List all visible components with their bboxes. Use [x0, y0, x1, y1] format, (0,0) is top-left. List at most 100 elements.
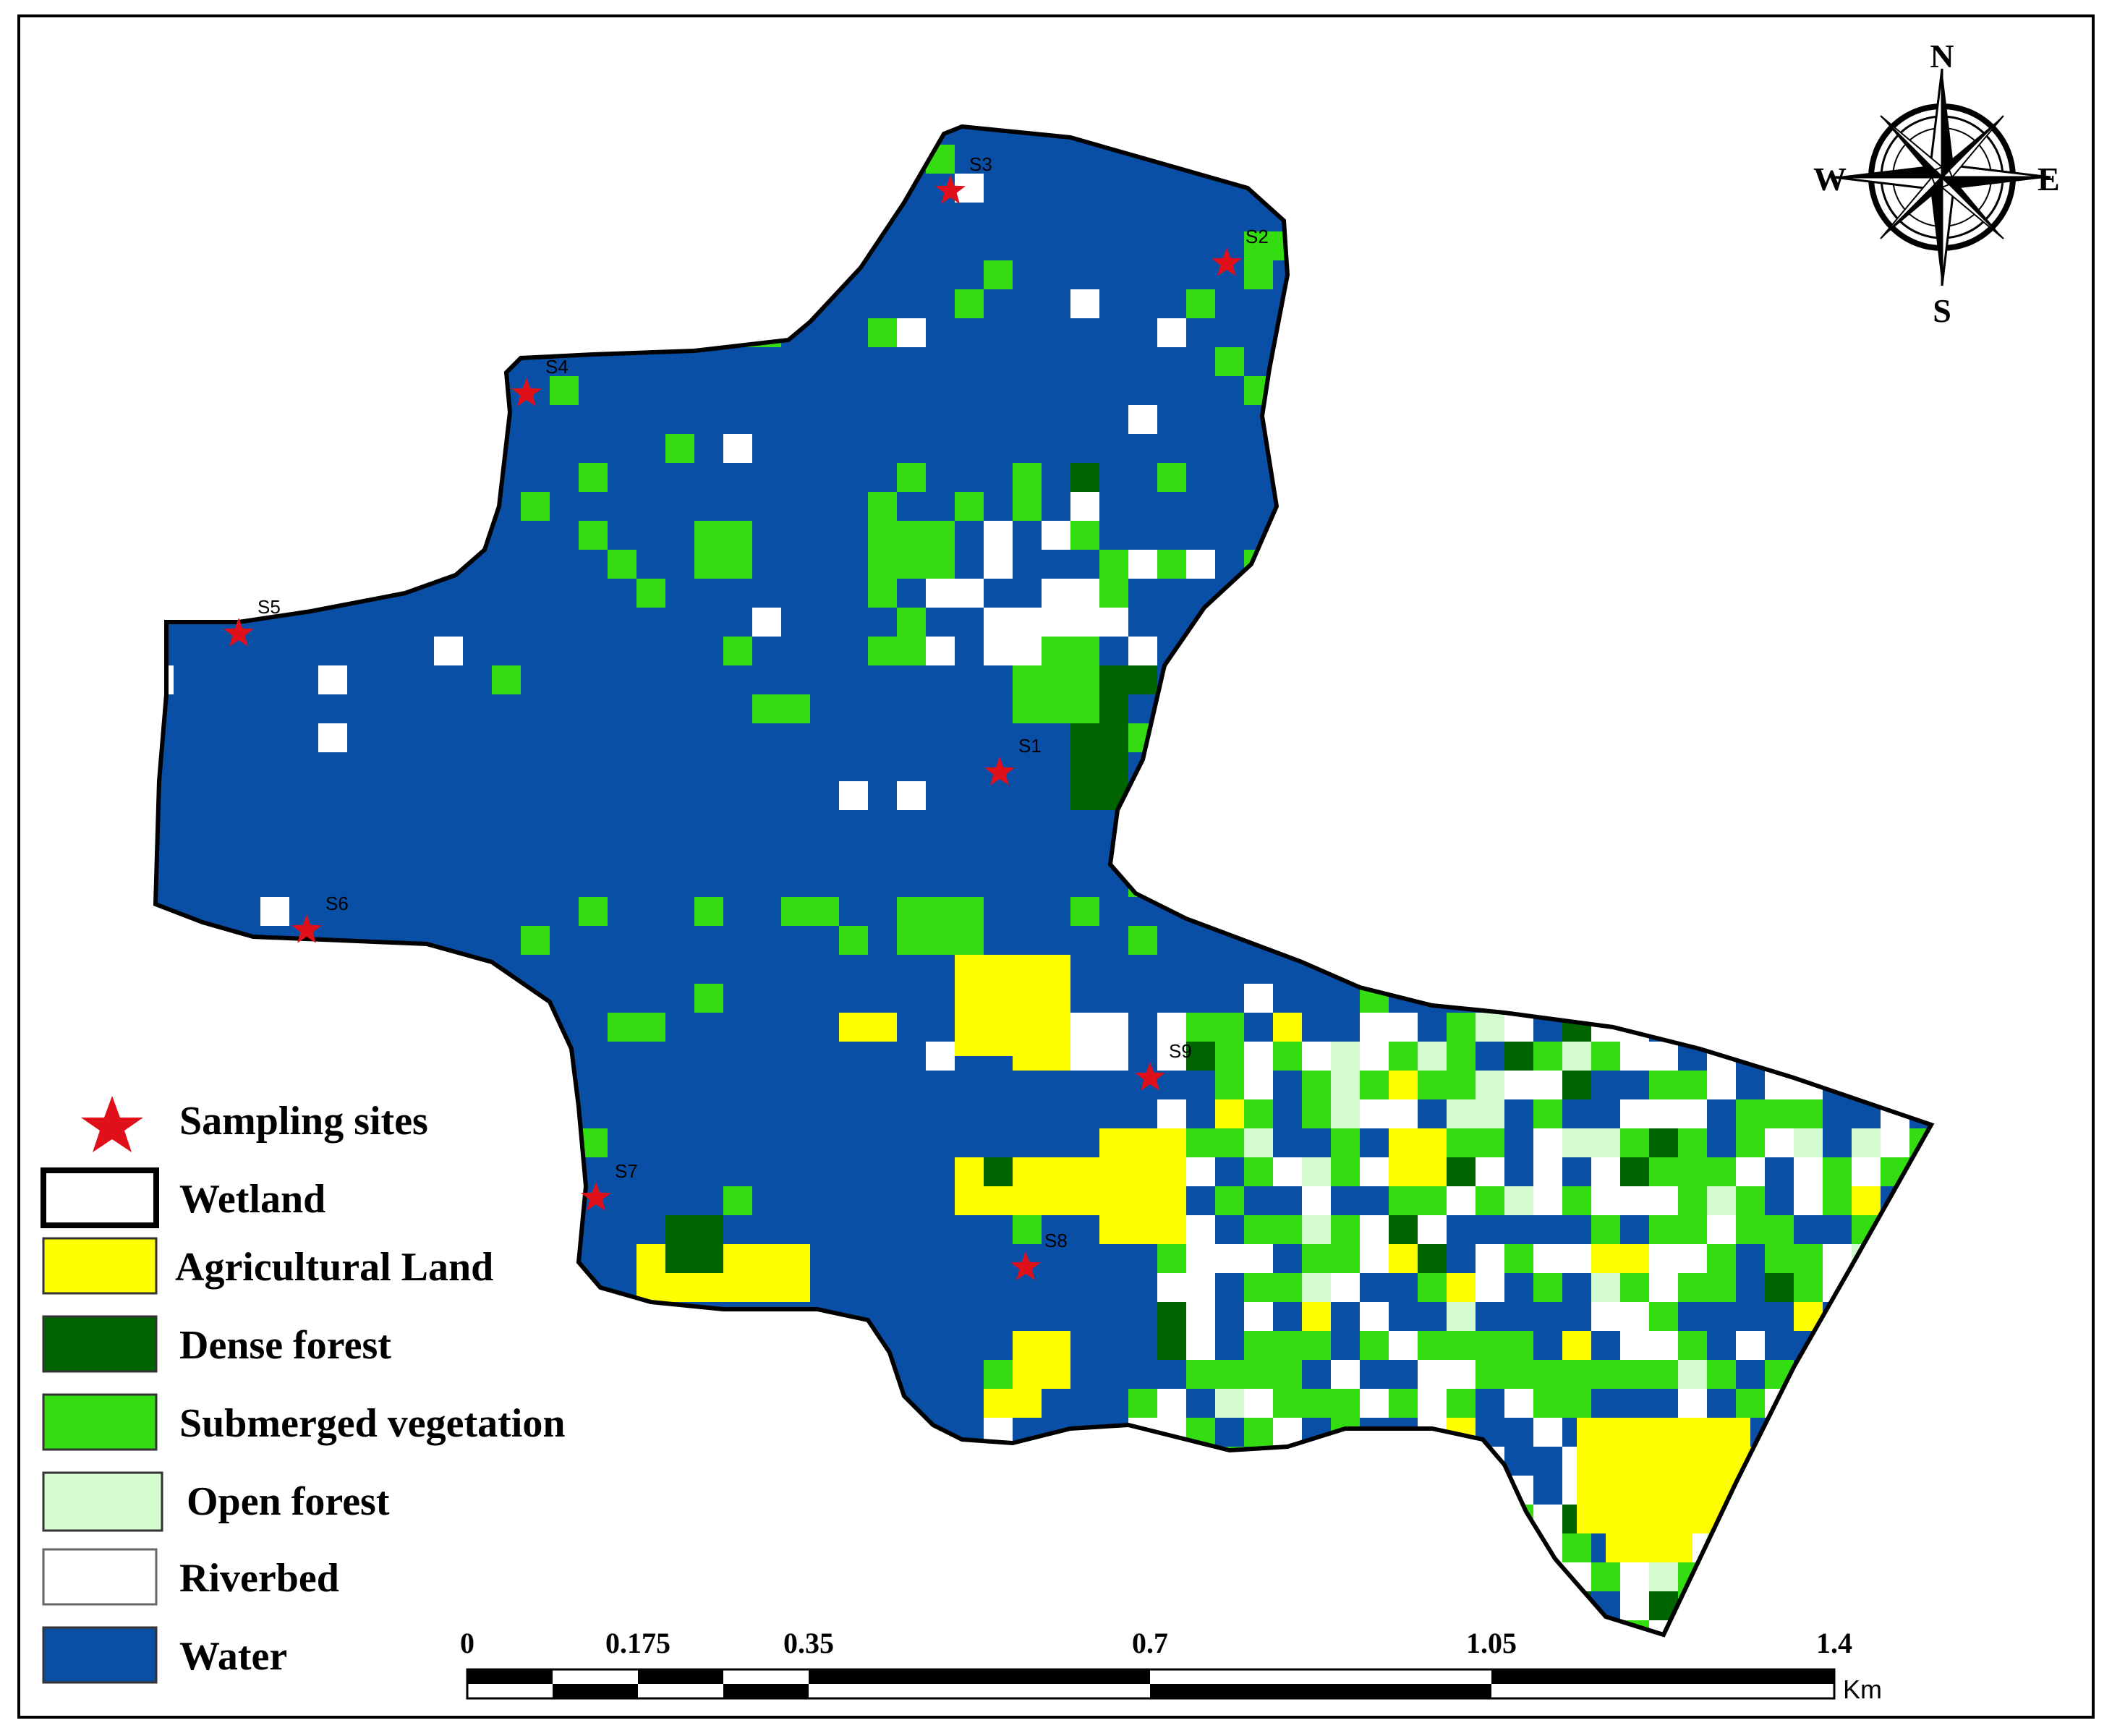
landcover-pixel — [1649, 1562, 1678, 1591]
landcover-pixel — [1215, 1244, 1244, 1273]
landcover-pixel — [1128, 405, 1157, 434]
landcover-pixel — [1360, 1302, 1389, 1331]
landcover-pixel — [521, 926, 550, 955]
landcover-pixel — [1447, 1071, 1476, 1099]
landcover-pixel — [318, 723, 347, 752]
sampling-site-s1-marker — [984, 757, 1015, 786]
landcover-pixel — [1157, 550, 1186, 579]
sampling-site-s5-label: S5 — [257, 596, 281, 618]
landcover-pixel — [1389, 1186, 1418, 1215]
landcover-pixel — [1331, 1128, 1360, 1157]
landcover-pixel — [1244, 1331, 1273, 1360]
landcover-pixel — [1418, 1215, 1447, 1244]
landcover-pixel — [868, 492, 897, 521]
landcover-pixel — [1678, 1186, 1707, 1215]
landcover-pixel — [1042, 521, 1070, 550]
landcover-pixel — [1186, 1273, 1215, 1302]
landcover-pixel — [1215, 347, 1244, 376]
landcover-pixel — [1707, 1186, 1736, 1215]
landcover-pixel — [1070, 897, 1099, 926]
landcover-pixel — [1591, 1128, 1620, 1157]
landcover-pixel — [1765, 1128, 1794, 1157]
sampling-sites: S1 S2 S3 S4 S5 S6 S7 S8 S9 — [223, 153, 1269, 1280]
landcover-pixel — [1013, 492, 1042, 521]
landcover-pixel — [1620, 1128, 1649, 1157]
landcover-pixel — [1736, 1099, 1765, 1128]
landcover-pixel — [1099, 550, 1128, 579]
landcover-pixel — [1476, 1273, 1504, 1302]
landcover-pixel — [1476, 1071, 1504, 1099]
legend-swatch-agricultural — [42, 1237, 158, 1295]
landcover-pixel — [1562, 1389, 1591, 1418]
landcover-pixel — [1302, 1273, 1331, 1302]
landcover-pixel — [1591, 1273, 1620, 1302]
landcover-pixel — [1157, 1244, 1186, 1273]
landcover-pixel — [1186, 550, 1215, 579]
landcover-pixel — [1302, 1071, 1331, 1099]
scale-tick-4: 1.05 — [1466, 1627, 1517, 1659]
landcover-pixel — [1418, 1360, 1447, 1389]
landcover-pixel — [839, 926, 868, 955]
agri-patch — [1013, 1331, 1070, 1389]
agri-patch — [984, 1389, 1042, 1418]
landcover-pixel — [1418, 1331, 1447, 1360]
landcover-pixel — [1533, 1157, 1562, 1186]
landcover-pixel — [1823, 1186, 1852, 1215]
landcover-pixel — [1707, 1071, 1736, 1099]
submerged-patch — [868, 521, 955, 579]
landcover-pixel — [1678, 1331, 1707, 1360]
landcover-pixel — [1273, 1389, 1302, 1418]
agri-patch — [1099, 1128, 1186, 1244]
submerged-patch — [752, 694, 810, 723]
sampling-site-s3-label: S3 — [969, 153, 992, 175]
landcover-pixel — [752, 608, 781, 637]
dense-patch — [1070, 463, 1099, 492]
landcover-pixel — [1389, 1071, 1418, 1099]
agri-patch — [1013, 1013, 1070, 1071]
landcover-pixel — [1157, 1302, 1186, 1331]
landcover-pixel — [1302, 1302, 1331, 1331]
landcover-pixel — [1244, 1215, 1273, 1244]
landcover-pixel — [1533, 1360, 1562, 1389]
landcover-pixel — [1562, 1042, 1591, 1071]
landcover-pixel — [1244, 1099, 1273, 1128]
legend-swatch-riverbed — [42, 1548, 158, 1606]
landcover-pixel — [1302, 1099, 1331, 1128]
landcover-pixel — [1649, 1360, 1678, 1389]
landcover-pixel — [897, 463, 926, 492]
landcover-pixel — [1562, 1331, 1591, 1360]
legend-label-sampling: Sampling sites — [179, 1099, 428, 1144]
landcover-pixel — [1476, 1099, 1504, 1128]
compass-east-label: E — [2038, 161, 2060, 197]
landcover-pixel — [1852, 1157, 1881, 1186]
submerged-patch — [781, 897, 839, 926]
landcover-pixel — [1620, 1273, 1649, 1302]
landcover-pixel — [1649, 1273, 1678, 1302]
compass-south-label: S — [1933, 292, 1951, 329]
landcover-pixel — [1476, 1331, 1504, 1360]
submerged-patch — [694, 521, 752, 579]
landcover-pixel — [1649, 1157, 1678, 1186]
landcover-pixel — [1765, 1099, 1794, 1128]
landcover-pixel — [1186, 1360, 1215, 1389]
landcover-pixel — [1476, 1244, 1504, 1273]
legend-label-open-forest: Open forest — [187, 1479, 390, 1524]
landcover-pixel — [1562, 1128, 1591, 1157]
landcover-pixel — [1244, 1418, 1273, 1447]
landcover-pixel — [1099, 608, 1128, 637]
landcover-pixel — [1157, 1389, 1186, 1418]
landcover-pixel — [723, 1186, 752, 1215]
landcover-pixel — [1504, 1071, 1533, 1099]
landcover-pixel — [1533, 1186, 1562, 1215]
landcover-pixel — [1157, 1042, 1186, 1071]
landcover-pixel — [1128, 1389, 1157, 1418]
landcover-pixel — [1765, 1273, 1794, 1302]
landcover-pixel — [1852, 1128, 1881, 1157]
landcover-pixel — [550, 376, 579, 405]
landcover-pixel — [1533, 1244, 1562, 1273]
landcover-pixel — [868, 579, 897, 608]
landcover-pixel — [1302, 1186, 1331, 1215]
landcover-pixel — [1533, 1042, 1562, 1071]
landcover-pixel — [1794, 1244, 1823, 1273]
legend-swatch-open-forest — [42, 1471, 163, 1532]
